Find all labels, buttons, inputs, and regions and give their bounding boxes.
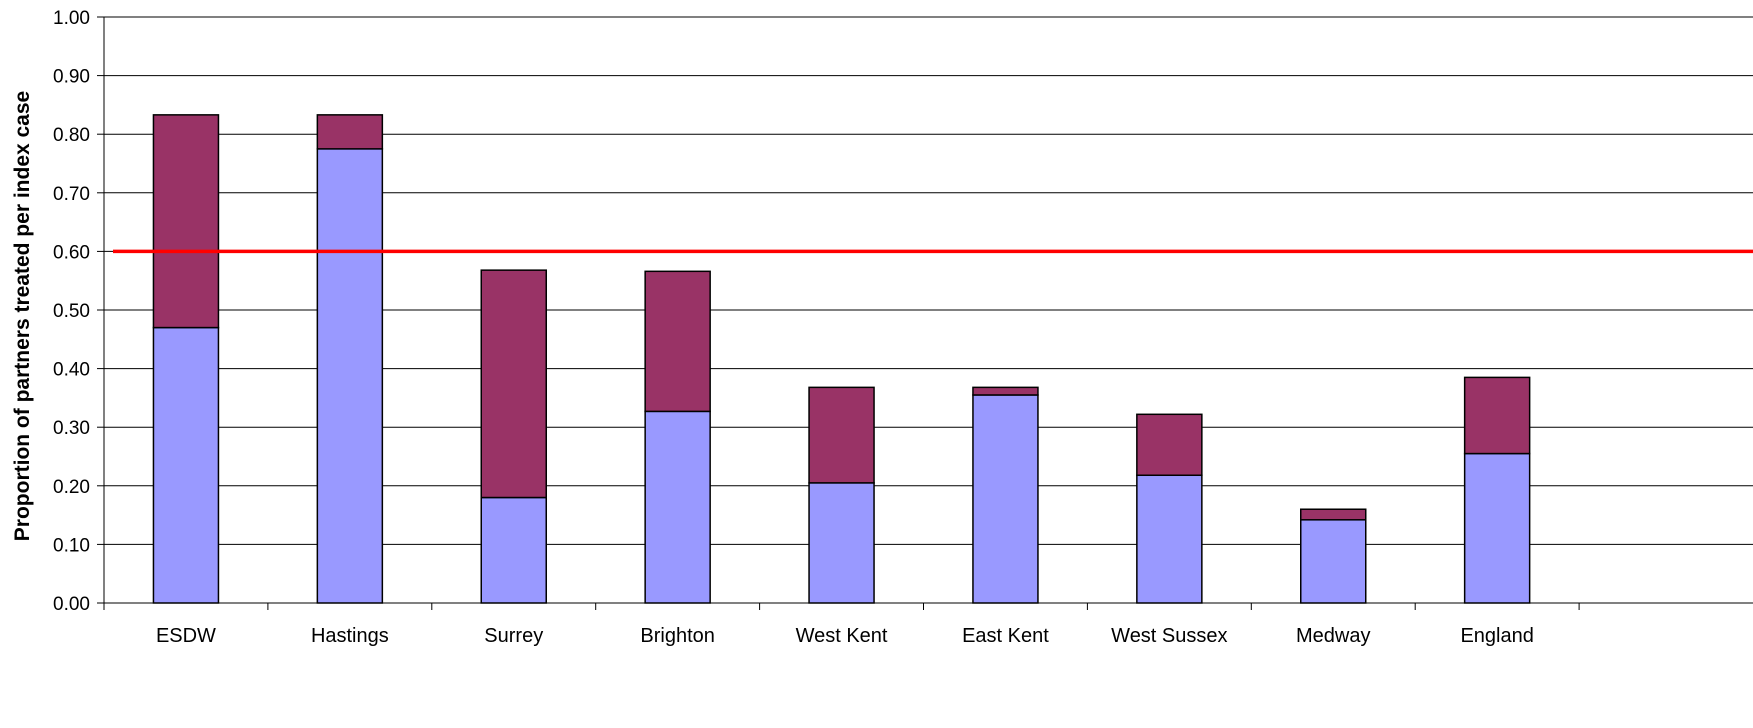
- y-tick-label: 0.20: [53, 477, 90, 498]
- bar-segment: [152, 326, 220, 604]
- y-tick-label: 0.40: [53, 360, 90, 381]
- bars: [152, 114, 1531, 604]
- x-category-label: West Sussex: [1111, 625, 1227, 647]
- bar-segment: [152, 114, 220, 329]
- labels: 0.00 0.10 0.20 0.30 0.40 0.50 0.60 0.70 0.80 0.90…: [53, 8, 1534, 647]
- bar-segment: [1463, 452, 1531, 604]
- x-category-label: ESDW: [156, 625, 216, 647]
- x-category-label: Surrey: [484, 625, 543, 647]
- bar-segment: [1463, 376, 1531, 455]
- bar-segment: [316, 148, 384, 604]
- bar-segment: [1300, 508, 1367, 521]
- bar-segment: [1136, 474, 1203, 604]
- y-tick-label: 0.50: [53, 301, 90, 322]
- y-axis-title: Proportion of partners treated per index…: [11, 91, 34, 541]
- y-tick-label: 0.80: [53, 125, 90, 146]
- x-category-label: East Kent: [962, 625, 1049, 647]
- bar-segment: [480, 496, 547, 604]
- x-category-label: West Kent: [796, 625, 888, 647]
- y-tick-label: 0.10: [53, 535, 90, 556]
- y-tick-label: 0.70: [53, 184, 90, 205]
- bar-segment: [480, 269, 547, 499]
- y-tick-label: 0.90: [53, 67, 90, 88]
- y-tick-label: 1.00: [53, 8, 90, 29]
- y-tick-label: 0.00: [53, 594, 90, 615]
- bar-segment: [316, 114, 384, 150]
- y-tick-label: 0.60: [53, 242, 90, 263]
- bar-segment: [644, 270, 711, 413]
- x-category-label: Brighton: [640, 625, 715, 647]
- x-category-label: England: [1460, 625, 1533, 647]
- bar-segment: [1136, 413, 1203, 477]
- bar-segment: [808, 386, 875, 484]
- bar-segment: [808, 482, 875, 604]
- bar-segment: [972, 394, 1039, 604]
- x-category-label: Medway: [1296, 625, 1370, 647]
- x-category-label: Hastings: [311, 625, 389, 647]
- bar-segment: [972, 386, 1039, 396]
- bar-segment: [644, 410, 711, 604]
- y-tick-label: 0.30: [53, 418, 90, 439]
- bar-segment: [1300, 519, 1367, 604]
